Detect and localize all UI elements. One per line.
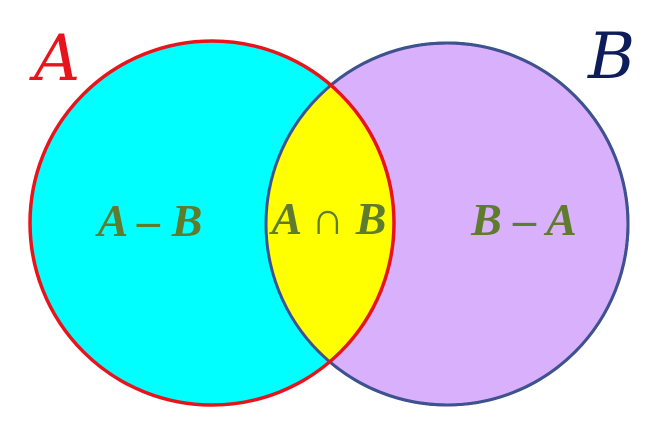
set-b-outline bbox=[264, 41, 630, 407]
region-b-minus-a-label: B – A bbox=[470, 194, 577, 245]
set-a-outline bbox=[28, 39, 396, 407]
set-b-label: B bbox=[587, 20, 635, 94]
region-a-minus-b-label: A – B bbox=[95, 195, 203, 246]
set-a-label: A bbox=[29, 22, 80, 96]
region-intersection-label: A ∩ B bbox=[269, 193, 387, 244]
intersection-region bbox=[266, 43, 394, 405]
